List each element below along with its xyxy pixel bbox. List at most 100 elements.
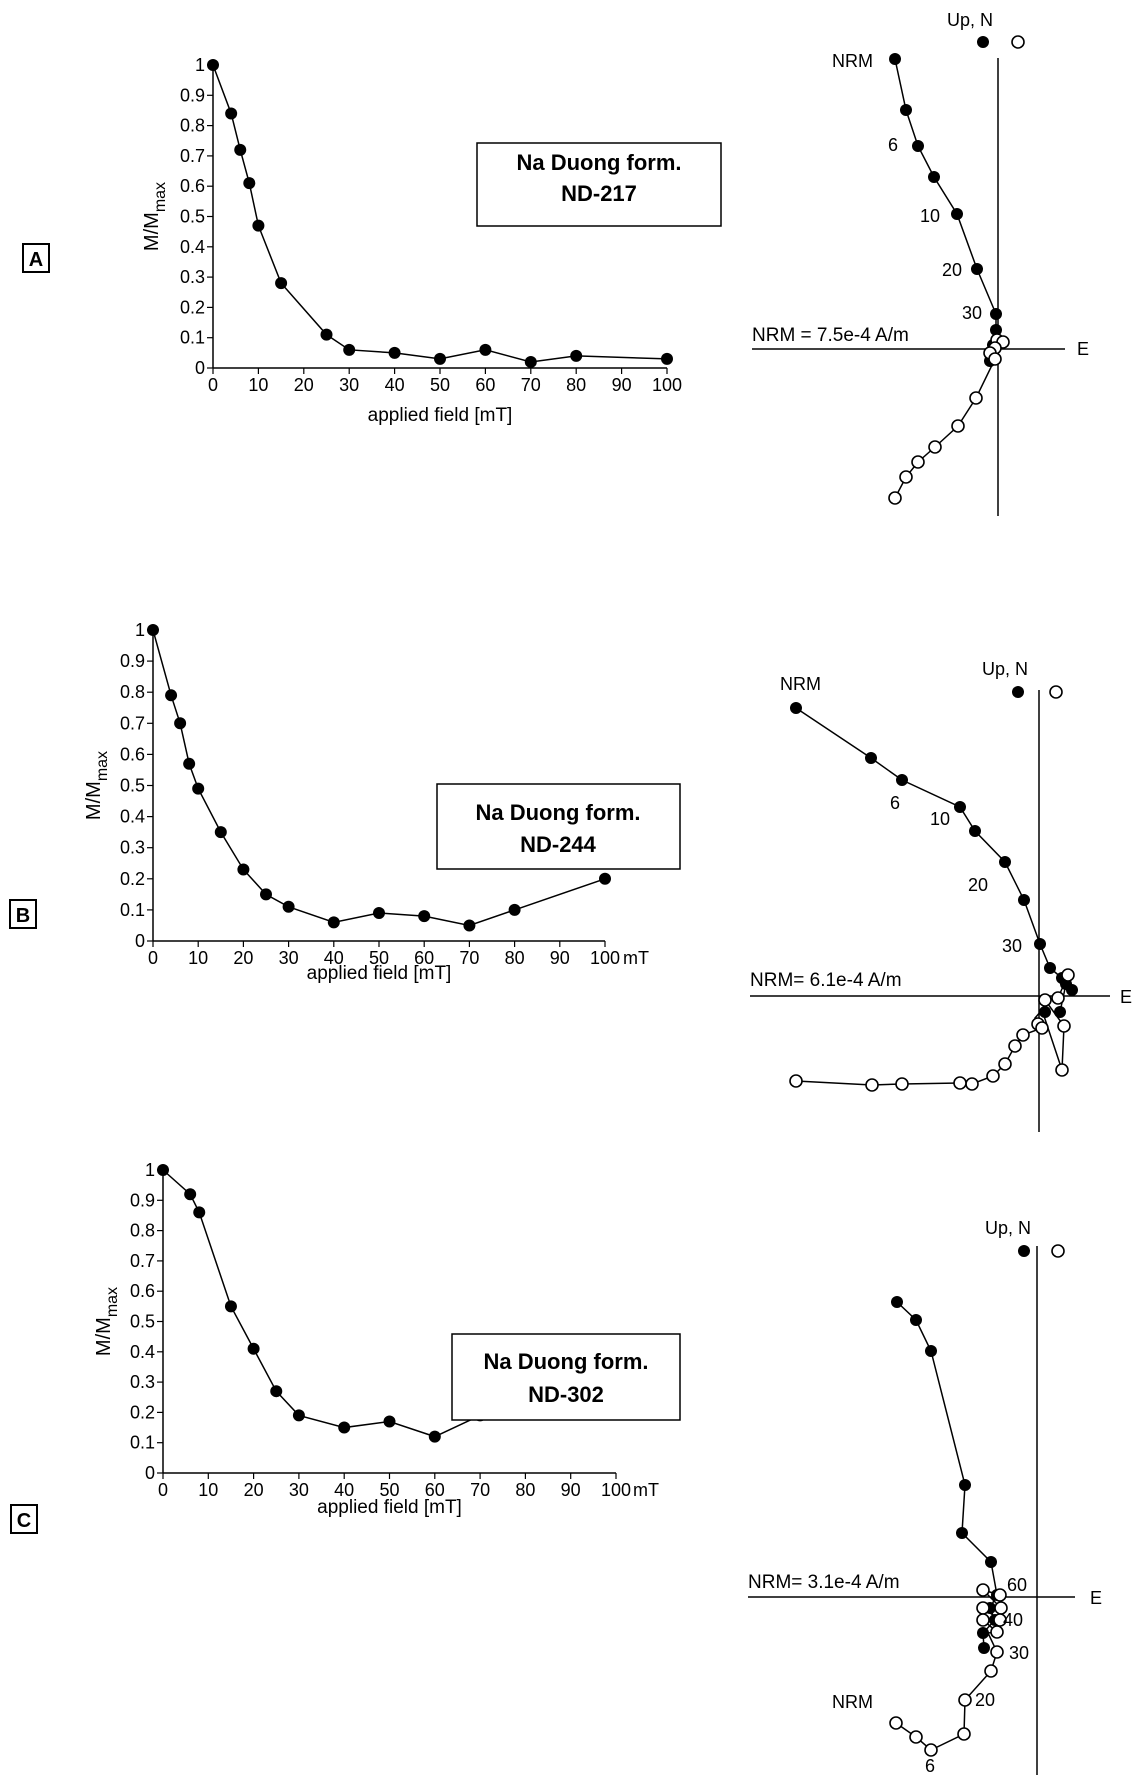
data-point (247, 1342, 260, 1355)
zij-point (1008, 1039, 1022, 1053)
zij-point (990, 1625, 1004, 1639)
zij-point (1034, 938, 1046, 950)
zij-point (865, 1078, 879, 1092)
zijderveld-plot-c: Up, N E NRM= 3.1e-4 A/m (748, 1218, 1102, 1775)
filled-points (891, 1296, 1003, 1654)
y-tick-label: 0.3 (180, 267, 205, 287)
zij-label-30: 30 (962, 303, 982, 323)
zij-point (988, 352, 1002, 366)
zij-label-10: 10 (920, 206, 940, 226)
zij-point (1018, 894, 1030, 906)
data-point (193, 1206, 206, 1219)
zij-point (976, 1583, 990, 1597)
up-marker-filled (1018, 1245, 1030, 1257)
y-axis-label-main: M/M (93, 1317, 115, 1356)
zij-label-6: 6 (890, 793, 900, 813)
zij-point (965, 1077, 979, 1091)
zij-point (889, 1716, 903, 1730)
zij-point (954, 801, 966, 813)
zij-point (1055, 1063, 1069, 1077)
zij-point (969, 391, 983, 405)
zij-point (998, 1057, 1012, 1071)
y-tick-label: 0.5 (180, 207, 205, 227)
y-tick-label: 0.6 (180, 176, 205, 196)
panel-letter-box (9, 899, 37, 929)
zij-point (1016, 1028, 1030, 1042)
n-marker-open (1011, 35, 1025, 49)
y-tick-label: 0.7 (130, 1251, 155, 1271)
x-tick-label: 0 (148, 948, 158, 968)
x-tick-label: 90 (561, 1480, 581, 1500)
data-point (207, 59, 219, 71)
zij-point (1054, 1006, 1066, 1018)
zij-point (888, 491, 902, 505)
y-tick-label: 0.5 (120, 776, 145, 796)
zij-point (957, 1727, 971, 1741)
x-tick-label: 20 (294, 375, 314, 395)
zij-point (896, 774, 908, 786)
zij-point (891, 1296, 903, 1308)
y-tick-label: 0 (145, 1463, 155, 1483)
data-point (383, 1415, 396, 1428)
up-marker-filled (1012, 686, 1024, 698)
nrm-intensity: NRM= 6.1e-4 A/m (750, 970, 902, 991)
y-tick-label: 0.1 (130, 1433, 155, 1453)
x-tick-label: 50 (430, 375, 450, 395)
zij-point (925, 1345, 937, 1357)
zij-label-40: 40 (1003, 1610, 1023, 1630)
zij-point (985, 1556, 997, 1568)
zij-point (990, 308, 1002, 320)
panel-letter: B (16, 905, 30, 927)
decay-chart-a: 0 10 20 30 40 50 60 70 80 90 100 0 0.1 0.2 0.3 0.4 0.5 0.… (141, 55, 682, 426)
y-axis-label-subscript: max (94, 751, 111, 781)
y-tick-label: 0.3 (120, 838, 145, 858)
zij-point (1038, 993, 1052, 1007)
formation-name: Na Duong form. (476, 800, 641, 825)
x-tick-label: 50 (379, 1480, 399, 1500)
x-tick-label: 80 (566, 375, 586, 395)
data-point (524, 355, 537, 368)
zij-point (951, 208, 963, 220)
x-tick-label: 80 (505, 948, 525, 968)
data-point (388, 346, 401, 359)
data-point (147, 624, 159, 636)
zij-point (1035, 1021, 1049, 1035)
e-label: E (1090, 1588, 1102, 1608)
zij-point (789, 1074, 803, 1088)
zij-label-6: 6 (888, 135, 898, 155)
zij-point (984, 1664, 998, 1678)
data-point (243, 177, 256, 190)
y-tick-label: 0.4 (130, 1342, 155, 1362)
zij-point (999, 856, 1011, 868)
data-point (320, 328, 333, 341)
zij-point (951, 419, 965, 433)
x-tick-label: 70 (521, 375, 541, 395)
data-point (183, 757, 196, 770)
zij-point (993, 1588, 1007, 1602)
zij-label-20: 20 (968, 875, 988, 895)
x-tick-label: 70 (470, 1480, 490, 1500)
series-line (152, 629, 606, 927)
y-tick-label: 0.7 (180, 146, 205, 166)
x-tick-label: 90 (612, 375, 632, 395)
formation-name: Na Duong form. (517, 150, 682, 175)
data-point (224, 1300, 237, 1313)
up-marker-filled (977, 36, 989, 48)
y-tick-label: 0 (135, 931, 145, 951)
zij-label-6: 6 (925, 1756, 935, 1775)
y-tick-label: 0.2 (120, 869, 145, 889)
data-point (434, 352, 446, 365)
x-tick-label: 40 (334, 1480, 354, 1500)
x-tick-label: 50 (369, 948, 389, 968)
zij-label-20: 20 (975, 1690, 995, 1710)
data-point (214, 826, 227, 839)
y-tick-label: 0.9 (120, 651, 145, 671)
x-tick-label: 30 (289, 1480, 309, 1500)
x-tick-label: 30 (339, 375, 359, 395)
y-tick-label: 0.4 (120, 807, 145, 827)
zij-point (899, 470, 913, 484)
y-tick-label: 1 (195, 55, 205, 75)
data-point (343, 343, 356, 356)
panel-letter-box (22, 243, 50, 273)
zij-point (958, 1693, 972, 1707)
